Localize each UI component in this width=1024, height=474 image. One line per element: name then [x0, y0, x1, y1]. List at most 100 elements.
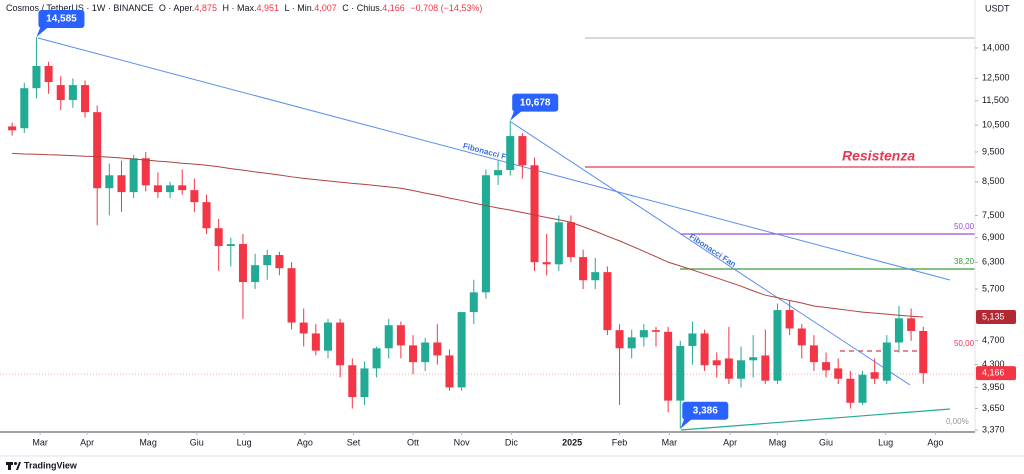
candle-body	[32, 65, 41, 89]
candle-body	[700, 333, 709, 366]
y-tick-label: 3,950	[982, 382, 1005, 392]
x-tick-label: Mag	[139, 437, 157, 447]
ohlc-value: 4,007	[314, 3, 337, 13]
candle-body	[238, 244, 247, 283]
price-callout: 3,386	[680, 401, 729, 429]
callout-box	[512, 93, 559, 112]
candle-body	[445, 355, 454, 388]
callout-label: 3,386	[693, 405, 718, 416]
x-tick-label: Giu	[819, 437, 833, 447]
fan-label: Fibonacci F	[462, 141, 507, 161]
x-tick-label: Mag	[769, 437, 787, 447]
ohlc-label: O · Aper.	[159, 3, 195, 13]
ohlc-label: L · Min.	[285, 3, 315, 13]
candle-body	[299, 322, 308, 334]
callout-box	[38, 9, 85, 28]
x-tick-label: Mar	[662, 437, 678, 447]
candle-body	[761, 355, 770, 381]
ohlc-label: H · Max.	[222, 3, 256, 13]
logo-part	[14, 462, 17, 465]
y-tick-label: 3,370	[982, 424, 1005, 434]
fan-line	[37, 37, 951, 281]
candles	[8, 36, 928, 429]
candle-body	[882, 342, 891, 381]
candle-body	[287, 268, 296, 323]
x-tick-label: Ott	[407, 437, 420, 447]
candle-body	[56, 85, 65, 101]
candle-body	[858, 374, 867, 403]
candle-body	[226, 244, 235, 247]
candle-body	[323, 322, 333, 351]
candle-body	[870, 372, 879, 379]
y-tick-label: 7,500	[982, 210, 1005, 220]
fib-label: 0,00%	[946, 417, 969, 426]
candle-body	[664, 331, 673, 401]
x-tick-label: Lug	[237, 437, 252, 447]
candle-body	[129, 158, 138, 193]
candle-body	[360, 368, 369, 398]
x-tick-label: Nov	[454, 437, 471, 447]
candle-body	[676, 345, 685, 401]
brand: TradingView	[24, 460, 78, 470]
candle-body	[348, 365, 357, 398]
candle-body	[834, 368, 843, 379]
candle-body	[615, 330, 624, 349]
logo-part	[16, 462, 21, 470]
moving-average	[12, 152, 924, 318]
candle-body	[773, 310, 782, 381]
ohlc-value: 4,875	[194, 3, 217, 13]
candle-body	[797, 328, 806, 346]
candle-body	[749, 357, 758, 361]
x-tick-label: 2025	[562, 437, 582, 447]
callout-label: 14,585	[46, 14, 77, 25]
candle-body	[202, 202, 211, 229]
candle-body	[688, 333, 697, 346]
candle-body	[44, 65, 53, 83]
fib-label: 50,00	[954, 339, 975, 348]
x-tick-label: Set	[347, 437, 361, 447]
y-tick-label: 4,700	[982, 335, 1005, 345]
candle-body	[809, 345, 818, 363]
fan-label: Fibonacci Fan	[688, 232, 738, 269]
y-tick-label: 6,300	[982, 257, 1005, 267]
x-tick-label: Apr	[80, 437, 94, 447]
candle-body	[579, 257, 588, 281]
x-tick-label: Lug	[878, 437, 893, 447]
price-badge-label: 5,135	[982, 311, 1005, 321]
candle-body	[68, 85, 77, 101]
fib-label: 38,20	[954, 257, 975, 266]
y-tick-label: 6,900	[982, 232, 1005, 242]
candle-body	[542, 262, 551, 265]
candle-body	[372, 348, 381, 369]
candle-body	[919, 330, 928, 374]
callout-pointer	[510, 110, 523, 121]
resistance-label: Resistenza	[842, 148, 915, 164]
candle-body	[251, 265, 260, 283]
candle-body	[117, 175, 126, 193]
candle-body	[336, 322, 345, 366]
y-tick-label: 14,000	[982, 42, 1010, 52]
y-tick-label: 11,500	[982, 95, 1009, 105]
candle-body	[603, 272, 612, 331]
candle-body	[153, 185, 162, 193]
candle-body	[469, 292, 478, 313]
callout-pointer	[680, 418, 693, 429]
callout-label: 10,678	[520, 97, 551, 108]
fib-label: 50,00	[954, 222, 975, 231]
candle-body	[627, 337, 636, 349]
y-tick-label: 4,300	[982, 359, 1005, 369]
x-tick-label: Feb	[612, 437, 628, 447]
candle-body	[396, 325, 405, 346]
candle-body	[409, 345, 418, 363]
candle-body	[907, 318, 916, 331]
ohlc-value: 4,166	[382, 3, 405, 13]
header: Cosmos / TetherUS · 1W · BINANCE O · Ape…	[6, 3, 482, 13]
x-tick-label: Dic	[505, 437, 518, 447]
candle-body	[190, 190, 199, 203]
currency: USDT	[985, 3, 1010, 13]
price-callout: 14,585	[36, 9, 85, 37]
candle-body	[214, 228, 223, 247]
logo-part	[8, 462, 11, 470]
